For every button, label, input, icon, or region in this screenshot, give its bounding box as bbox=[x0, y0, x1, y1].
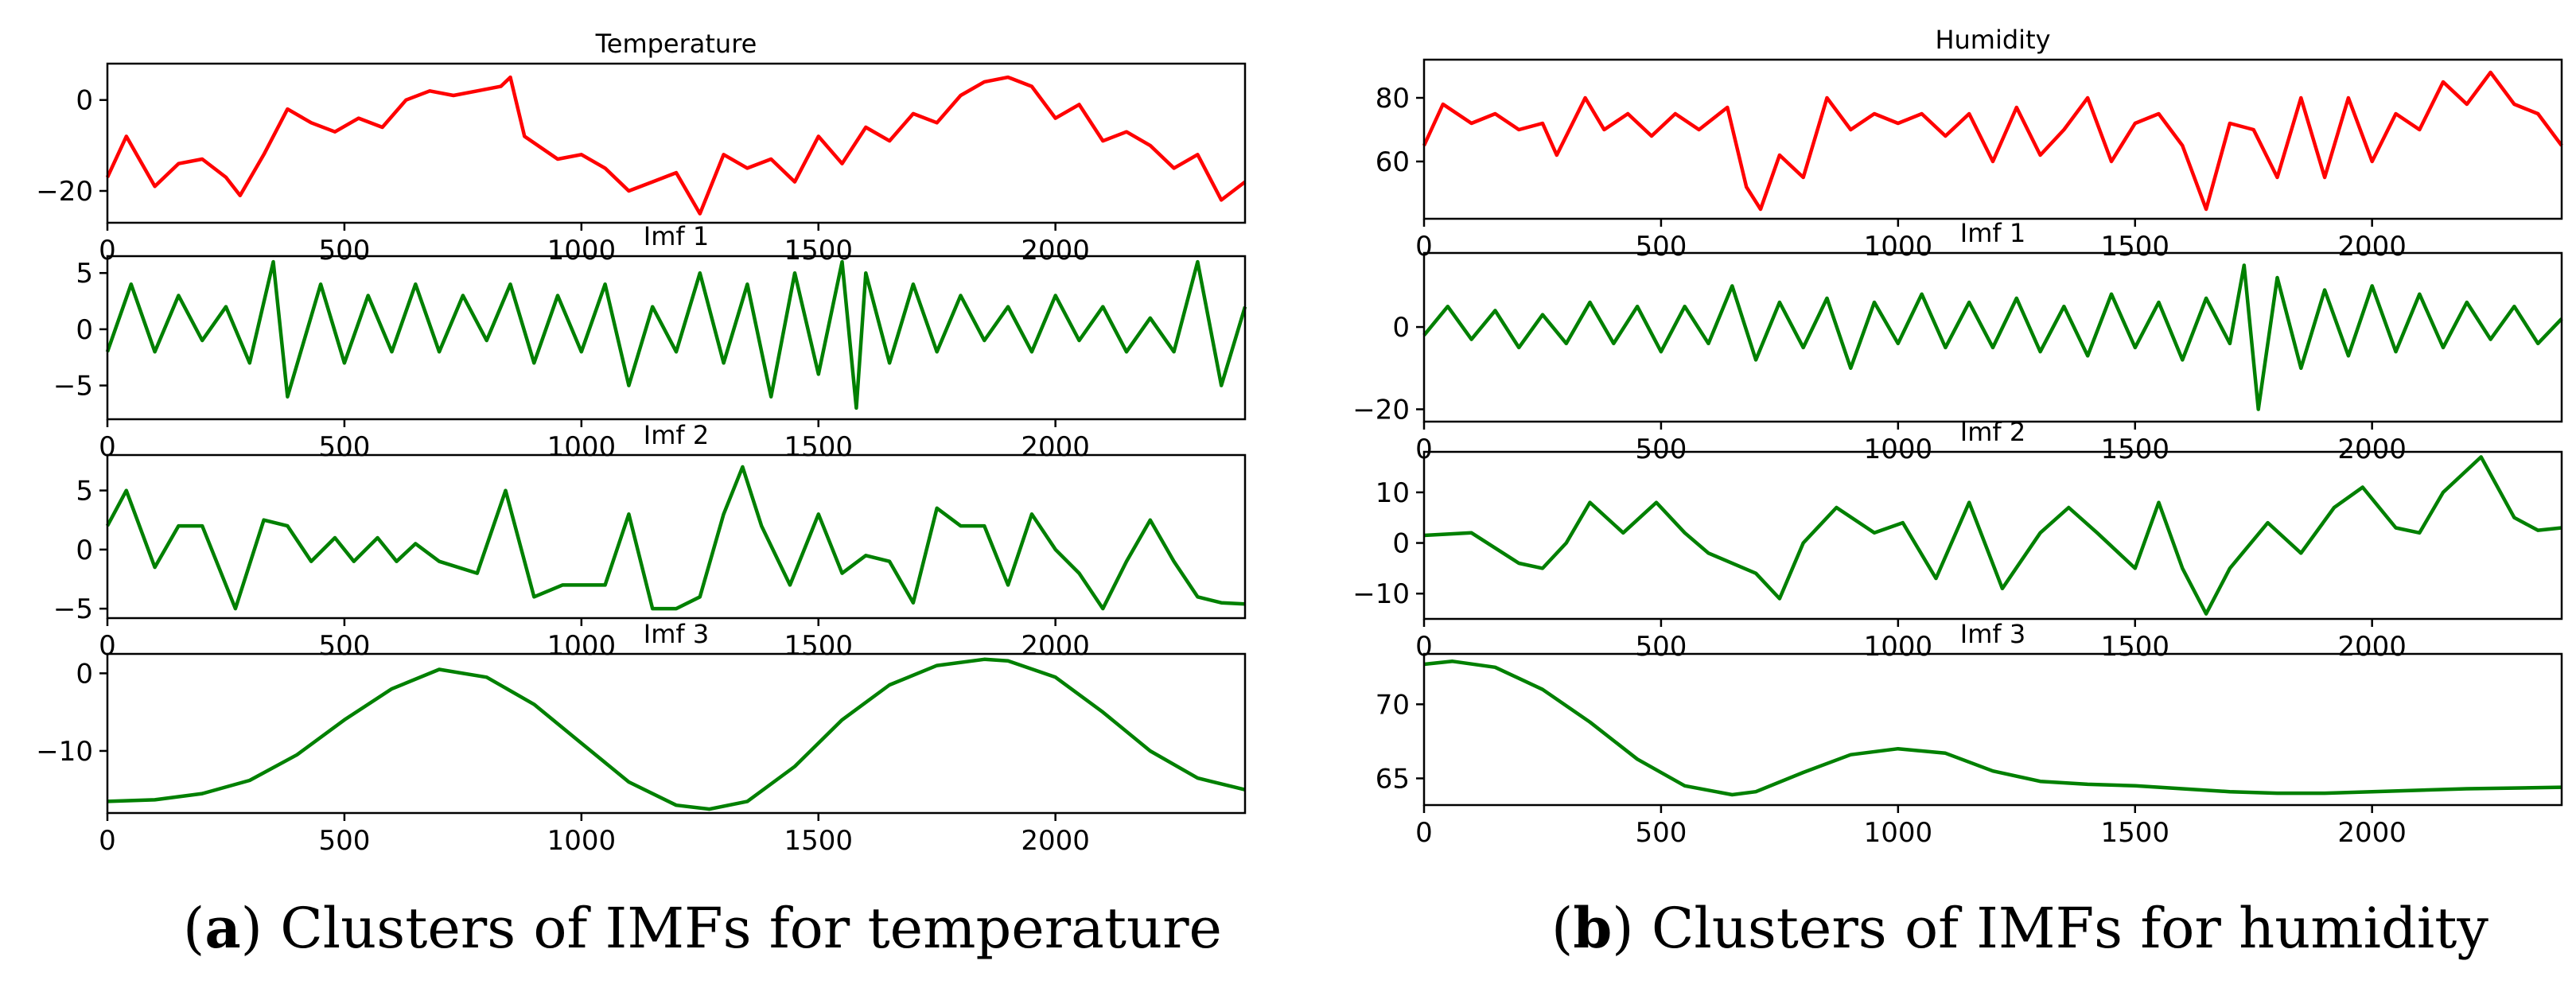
x-tick-label: 1000 bbox=[547, 235, 617, 266]
y-tick-label: 5 bbox=[76, 258, 93, 290]
subplot-title: Temperature bbox=[595, 29, 757, 59]
x-tick-label: 2000 bbox=[2337, 817, 2407, 849]
y-tick-label: −20 bbox=[1352, 394, 1410, 426]
y-tick-label: −20 bbox=[36, 176, 93, 208]
x-tick-label: 1000 bbox=[1864, 631, 1933, 663]
subplot-title: Imf 1 bbox=[644, 221, 709, 251]
series-line bbox=[1422, 263, 2563, 411]
x-tick-label: 0 bbox=[99, 825, 116, 857]
series-line bbox=[1422, 70, 2563, 212]
x-tick-label: 1000 bbox=[547, 630, 617, 662]
x-tick-label: 500 bbox=[318, 630, 370, 662]
series-line bbox=[1423, 455, 2562, 616]
axes-frame bbox=[106, 62, 1247, 224]
x-tick-label: 500 bbox=[318, 235, 370, 266]
subplot-title: Imf 2 bbox=[644, 420, 709, 450]
y-tick-label: 65 bbox=[1376, 763, 1410, 795]
y-tick-label: −10 bbox=[1352, 578, 1410, 610]
x-tick-label: 1000 bbox=[1864, 434, 1933, 465]
series-line bbox=[107, 657, 1246, 811]
series-line bbox=[105, 75, 1247, 216]
y-tick-label: 80 bbox=[1376, 83, 1410, 115]
y-tick-label: 10 bbox=[1376, 477, 1410, 509]
x-tick-label: 500 bbox=[1635, 231, 1687, 263]
x-tick-label: 1500 bbox=[2100, 817, 2169, 849]
caption-b: (b) Clusters of IMFs for humidity bbox=[1551, 895, 2488, 961]
y-tick-label: 60 bbox=[1376, 146, 1410, 178]
x-tick-label: 1500 bbox=[2100, 434, 2169, 465]
y-tick-label: 0 bbox=[76, 85, 93, 117]
x-tick-label: 500 bbox=[318, 825, 370, 857]
axes-frame bbox=[106, 652, 1247, 815]
y-tick-label: 0 bbox=[1392, 312, 1410, 344]
x-tick-label: 1500 bbox=[784, 431, 853, 463]
subplot-title: Humidity bbox=[1935, 25, 2050, 55]
x-tick-label: 500 bbox=[1635, 631, 1687, 663]
axes-frame bbox=[106, 255, 1247, 421]
y-tick-label: 0 bbox=[76, 658, 93, 690]
series-line bbox=[106, 465, 1246, 611]
axes-frame bbox=[1422, 58, 2563, 220]
subplot-8: Imf 3 0 500 1000 1500 2000 70 65 bbox=[1376, 619, 2563, 849]
x-tick-label: 2000 bbox=[1021, 825, 1090, 857]
y-tick-label: 70 bbox=[1376, 689, 1410, 721]
x-tick-label: 2000 bbox=[1021, 630, 1090, 662]
axes-frame bbox=[106, 453, 1247, 620]
caption-a: (a) Clusters of IMFs for temperature bbox=[183, 895, 1222, 961]
x-tick-label: 500 bbox=[1635, 434, 1687, 465]
x-tick-label: 1000 bbox=[1864, 231, 1933, 263]
y-tick-label: 5 bbox=[76, 476, 93, 508]
y-tick-label: 0 bbox=[76, 314, 93, 346]
axes-frame bbox=[1422, 450, 2563, 620]
subplot-title: Imf 2 bbox=[1960, 417, 2025, 447]
x-tick-label: 0 bbox=[99, 235, 116, 266]
x-tick-label: 0 bbox=[1415, 231, 1433, 263]
axes-frame bbox=[1422, 652, 2563, 807]
y-tick-label: −10 bbox=[36, 736, 93, 768]
x-tick-label: 1500 bbox=[784, 825, 853, 857]
x-tick-label: 2000 bbox=[2337, 434, 2407, 465]
x-tick-label: 1000 bbox=[1864, 817, 1933, 849]
x-tick-label: 500 bbox=[318, 431, 370, 463]
subplot-5: Humidity 0 500 1000 1500 2000 80 60 bbox=[1376, 25, 2563, 263]
subplot-title: Imf 1 bbox=[1960, 218, 2025, 248]
series-line bbox=[1423, 659, 2562, 797]
subplot-4: Imf 3 0 500 1000 1500 2000 0 −10 bbox=[36, 619, 1247, 857]
y-tick-label: −5 bbox=[53, 371, 93, 403]
x-tick-label: 0 bbox=[1415, 434, 1433, 465]
x-tick-label: 1500 bbox=[2100, 631, 2169, 663]
subplot-title: Imf 3 bbox=[1960, 619, 2025, 649]
y-tick-label: −5 bbox=[53, 593, 93, 625]
x-tick-label: 0 bbox=[1415, 817, 1433, 849]
x-tick-label: 1500 bbox=[784, 630, 853, 662]
x-tick-label: 1500 bbox=[2100, 231, 2169, 263]
y-tick-label: 0 bbox=[1392, 528, 1410, 560]
x-tick-label: 2000 bbox=[2337, 631, 2407, 663]
series-line bbox=[105, 259, 1247, 410]
x-tick-label: 2000 bbox=[1021, 431, 1090, 463]
x-tick-label: 2000 bbox=[2337, 231, 2407, 263]
y-tick-label: 0 bbox=[76, 535, 93, 566]
x-tick-label: 2000 bbox=[1021, 235, 1090, 266]
x-tick-label: 1000 bbox=[547, 431, 617, 463]
axes-frame bbox=[1422, 251, 2563, 423]
x-tick-label: 1000 bbox=[547, 825, 617, 857]
subplot-title: Imf 3 bbox=[644, 619, 709, 649]
x-tick-label: 500 bbox=[1635, 817, 1687, 849]
